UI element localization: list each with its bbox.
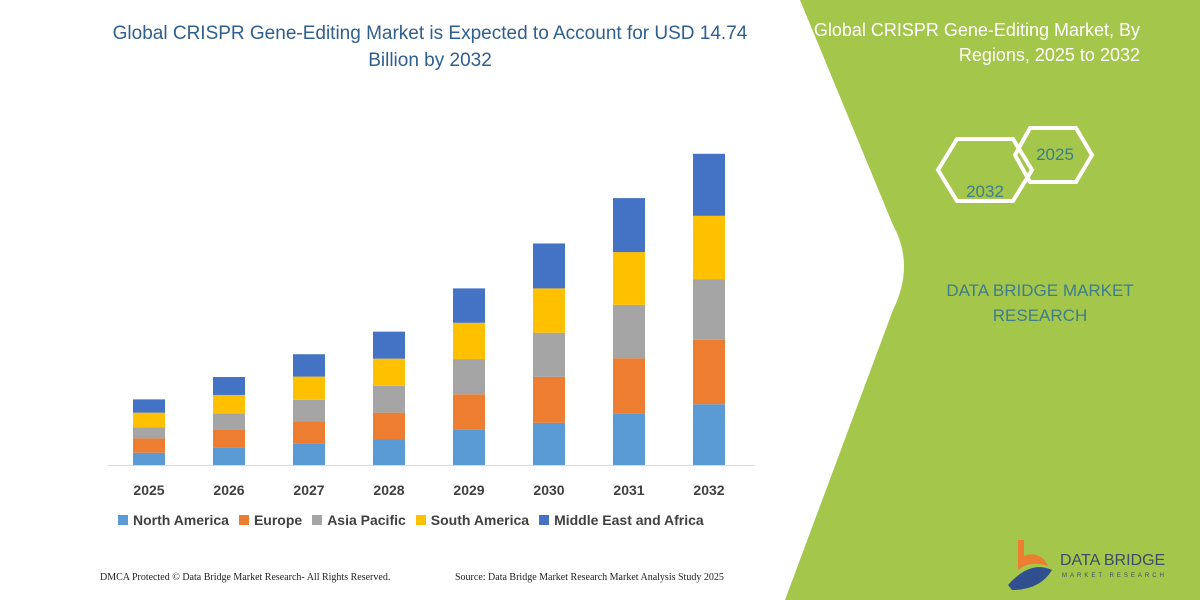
bar-segment-2026-south-america xyxy=(213,394,245,414)
legend-label: Middle East and Africa xyxy=(554,512,704,528)
legend-item: Middle East and Africa xyxy=(539,512,704,528)
bar-segment-2032-asia-pacific xyxy=(693,279,725,340)
bar-segment-2031-europe xyxy=(613,358,645,414)
bar-segment-2027-south-america xyxy=(293,376,325,400)
x-tick-label: 2028 xyxy=(373,482,404,498)
bar-segment-2032-europe xyxy=(693,339,725,405)
bar-segment-2030-asia-pacific xyxy=(533,332,565,377)
bar-segment-2032-middle-east-and-africa xyxy=(693,153,725,216)
legend-item: Asia Pacific xyxy=(312,512,406,528)
legend-item: South America xyxy=(415,512,530,528)
legend-label: Asia Pacific xyxy=(327,512,406,528)
bar-segment-2025-asia-pacific xyxy=(133,427,165,439)
bar-segment-2030-europe xyxy=(533,376,565,423)
legend-label: South America xyxy=(430,512,530,528)
bar-segment-2027-europe xyxy=(293,421,325,444)
logo-icon xyxy=(1008,540,1052,590)
bar-segment-2029-asia-pacific xyxy=(453,359,485,395)
x-tick-label: 2025 xyxy=(133,482,164,498)
bar-segment-2029-south-america xyxy=(453,322,485,360)
bar-segment-2031-asia-pacific xyxy=(613,304,645,359)
legend-swatch xyxy=(415,515,426,525)
bar-segment-2029-europe xyxy=(453,394,485,430)
brand-text: DATA BRIDGE MARKET RESEARCH xyxy=(946,281,1134,325)
bar-segment-2028-europe xyxy=(373,412,405,440)
bar-segment-2027-middle-east-and-africa xyxy=(293,354,325,377)
x-tick-label: 2032 xyxy=(693,482,724,498)
bar-segment-2028-middle-east-and-africa xyxy=(373,331,405,359)
bar-segment-2026-asia-pacific xyxy=(213,413,245,430)
legend-item: North America xyxy=(118,512,229,528)
green-panel xyxy=(785,0,1200,600)
legend-label: North America xyxy=(133,512,229,528)
panel-title: Global CRISPR Gene-Editing Market, By Re… xyxy=(813,20,1140,65)
hexagon-2025 xyxy=(1012,126,1095,184)
logo-text: DATA BRIDGE xyxy=(1060,552,1166,569)
hex-label-2025: 2025 xyxy=(1036,145,1074,164)
x-tick-label: 2026 xyxy=(213,482,244,498)
legend-swatch xyxy=(539,515,550,525)
legend-label: Europe xyxy=(253,512,303,528)
bar-segment-2031-south-america xyxy=(613,252,645,305)
bar-segment-2028-north-america xyxy=(373,439,405,465)
legend-swatch xyxy=(238,515,249,525)
bar-segment-2026-europe xyxy=(213,429,245,448)
bar-segment-2025-middle-east-and-africa xyxy=(133,399,165,413)
bar-segment-2030-north-america xyxy=(533,422,565,465)
legend: North America Europe Asia Pacific South … xyxy=(118,512,704,528)
hexagon-2032 xyxy=(935,137,1035,203)
bar-segment-2028-south-america xyxy=(373,358,405,386)
bar-segment-2025-europe xyxy=(133,438,165,453)
bar-segment-2032-south-america xyxy=(693,215,725,280)
footer-copyright: DMCA Protected © Data Bridge Market Rese… xyxy=(100,572,391,583)
legend-swatch xyxy=(312,515,323,525)
legend-swatch xyxy=(118,515,128,525)
bar-segment-2026-north-america xyxy=(213,447,245,465)
bar-segment-2028-asia-pacific xyxy=(373,385,405,413)
bar-segment-2030-south-america xyxy=(533,288,565,333)
x-tick-label: 2031 xyxy=(613,482,644,498)
bar-segment-2029-north-america xyxy=(453,429,485,465)
bar-segment-2027-north-america xyxy=(293,443,325,465)
x-tick-label: 2027 xyxy=(293,482,324,498)
bar-segment-2025-south-america xyxy=(133,412,165,428)
bar-segment-2030-middle-east-and-africa xyxy=(533,243,565,289)
footer-source: Source: Data Bridge Market Research Mark… xyxy=(455,572,724,583)
logo-subtext: MARKET RESEARCH xyxy=(1062,573,1167,579)
hex-label-2032: 2032 xyxy=(966,182,1004,201)
bar-segment-2025-north-america xyxy=(133,452,165,465)
x-tick-label: 2030 xyxy=(533,482,564,498)
bar-segment-2032-north-america xyxy=(693,404,725,465)
chart-title: Global CRISPR Gene-Editing Market is Exp… xyxy=(112,23,748,71)
bar-segment-2029-middle-east-and-africa xyxy=(453,288,485,323)
bar-segment-2027-asia-pacific xyxy=(293,399,325,422)
bar-segment-2031-north-america xyxy=(613,413,645,465)
chart: 2025 2026 2027 2028 2029 2030 2031 2032 xyxy=(108,153,755,498)
bar-segment-2031-middle-east-and-africa xyxy=(613,198,645,253)
legend-item: Europe xyxy=(238,512,303,528)
bar-segment-2026-middle-east-and-africa xyxy=(213,377,245,395)
x-tick-label: 2029 xyxy=(453,482,484,498)
